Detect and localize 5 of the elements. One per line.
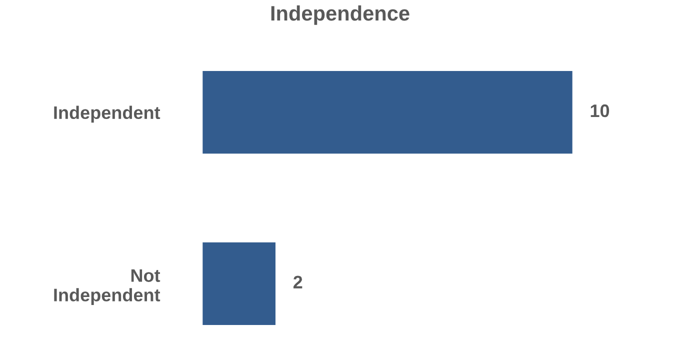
y-tick-label: Independent bbox=[54, 106, 160, 123]
data-label: 10 bbox=[590, 104, 610, 118]
data-label: 2 bbox=[293, 276, 302, 288]
y-tick-label: Not Independent bbox=[54, 269, 160, 305]
chart-title: Independence bbox=[271, 5, 410, 25]
